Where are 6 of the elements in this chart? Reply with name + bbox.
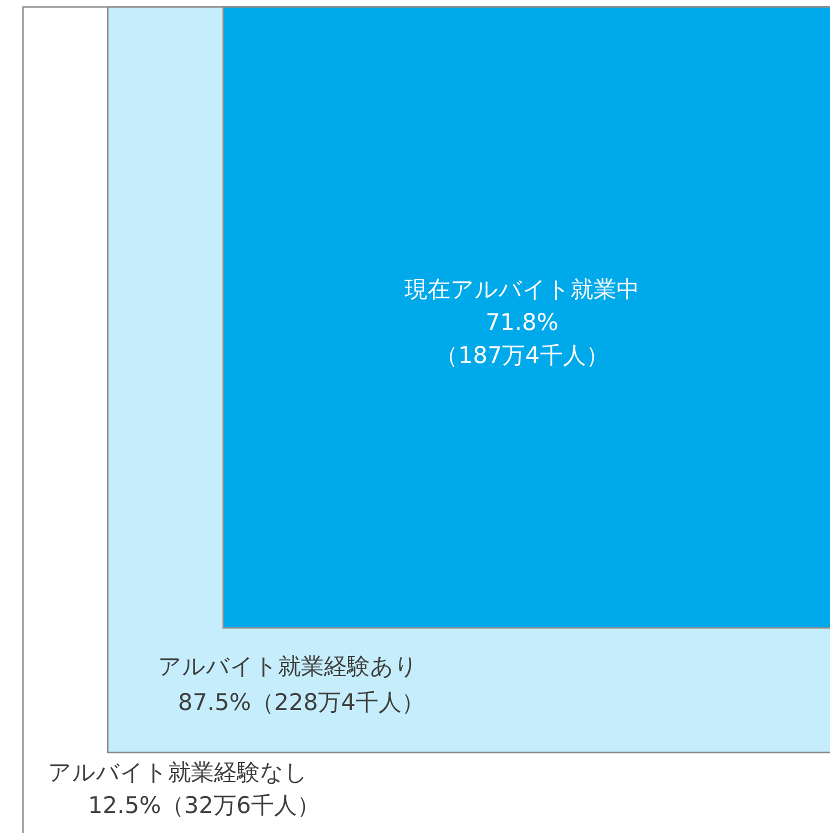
category-label: アルバイト就業経験あり — [158, 654, 418, 680]
data-label: 71.8% （187万4千人） — [435, 310, 609, 369]
data-label: 12.5%（32万6千人） — [88, 793, 320, 819]
category-label: アルバイト就業経験なし — [48, 760, 308, 786]
category-label: 現在アルバイト就業中 — [404, 277, 640, 303]
data-label: 87.5%（228万4千人） — [178, 690, 425, 716]
